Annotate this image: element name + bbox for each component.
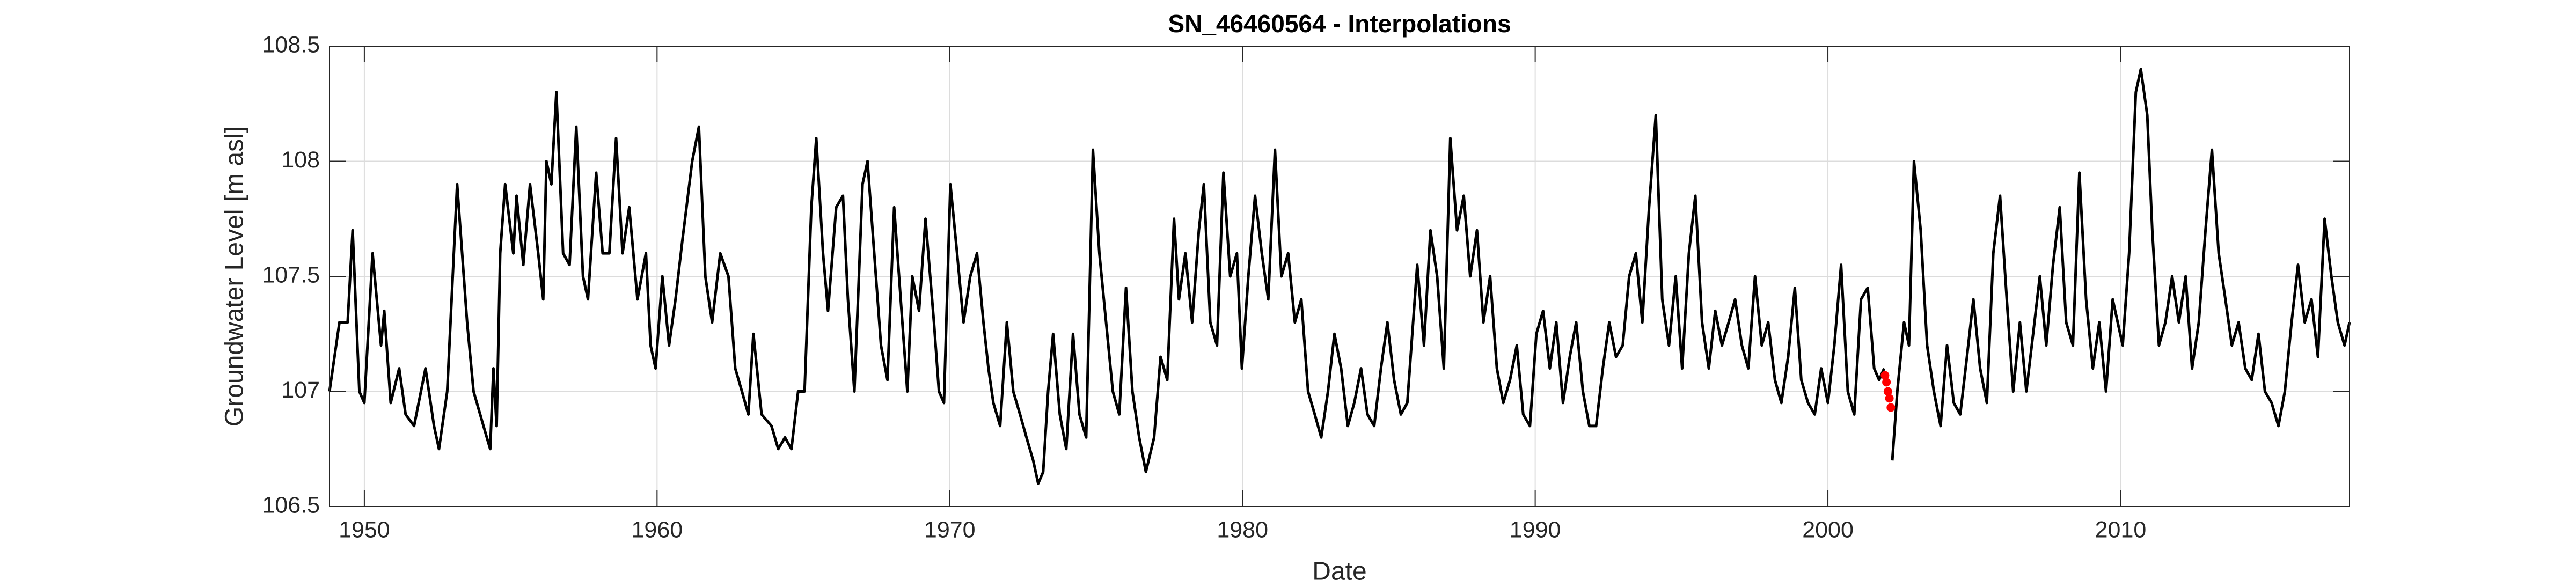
axes-box (329, 46, 2350, 507)
x-tick-label: 1970 (924, 517, 976, 542)
interpolated-point (1882, 378, 1891, 387)
y-tick-label: 108.5 (262, 32, 320, 57)
interpolated-point (1883, 387, 1892, 396)
y-tick-label: 106.5 (262, 492, 320, 518)
x-tick-label: 2000 (1802, 517, 1854, 542)
x-tick-label: 2010 (2095, 517, 2147, 542)
series-line (328, 68, 2351, 485)
y-axis-label: Groundwater Level [m asl] (221, 126, 249, 427)
x-tick-label: 1980 (1217, 517, 1268, 542)
x-tick-label: 1950 (339, 517, 390, 542)
x-tick-label: 1960 (631, 517, 683, 542)
interpolated-point (1885, 394, 1894, 403)
y-tick-label: 107 (281, 377, 320, 403)
y-tick-label: 107.5 (262, 262, 320, 288)
interpolated-point (1880, 371, 1890, 380)
interpolated-point (1886, 403, 1896, 412)
chart-title: SN_46460564 - Interpolations (1168, 10, 1511, 38)
y-tick-label: 108 (281, 147, 320, 173)
x-tick-label: 1990 (1510, 517, 1561, 542)
x-axis-label: Date (1312, 557, 1366, 586)
